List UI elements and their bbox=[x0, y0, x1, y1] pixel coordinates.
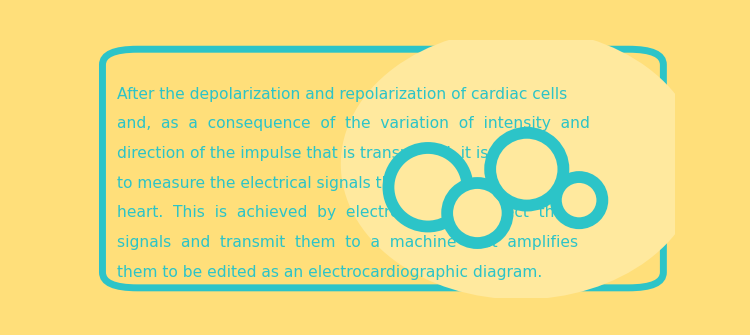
Ellipse shape bbox=[388, 148, 467, 226]
Ellipse shape bbox=[447, 183, 508, 243]
Text: and,  as  a  consequence  of  the  variation  of  intensity  and: and, as a consequence of the variation o… bbox=[117, 116, 590, 131]
Ellipse shape bbox=[340, 28, 701, 299]
Text: heart.  This  is  achieved  by  electrodes  that  collect  these: heart. This is achieved by electrodes th… bbox=[117, 205, 582, 220]
Text: direction of the impulse that is transmitted, it is possible: direction of the impulse that is transmi… bbox=[117, 146, 557, 161]
Text: After the depolarization and repolarization of cardiac cells: After the depolarization and repolarizat… bbox=[117, 87, 567, 102]
Ellipse shape bbox=[490, 133, 563, 206]
Text: them to be edited as an electrocardiographic diagram.: them to be edited as an electrocardiogra… bbox=[117, 265, 542, 280]
Text: signals  and  transmit  them  to  a  machine  that  amplifies: signals and transmit them to a machine t… bbox=[117, 235, 578, 250]
Text: to measure the electrical signals that are generated in the: to measure the electrical signals that a… bbox=[117, 176, 572, 191]
Ellipse shape bbox=[556, 177, 602, 223]
FancyBboxPatch shape bbox=[103, 49, 663, 288]
